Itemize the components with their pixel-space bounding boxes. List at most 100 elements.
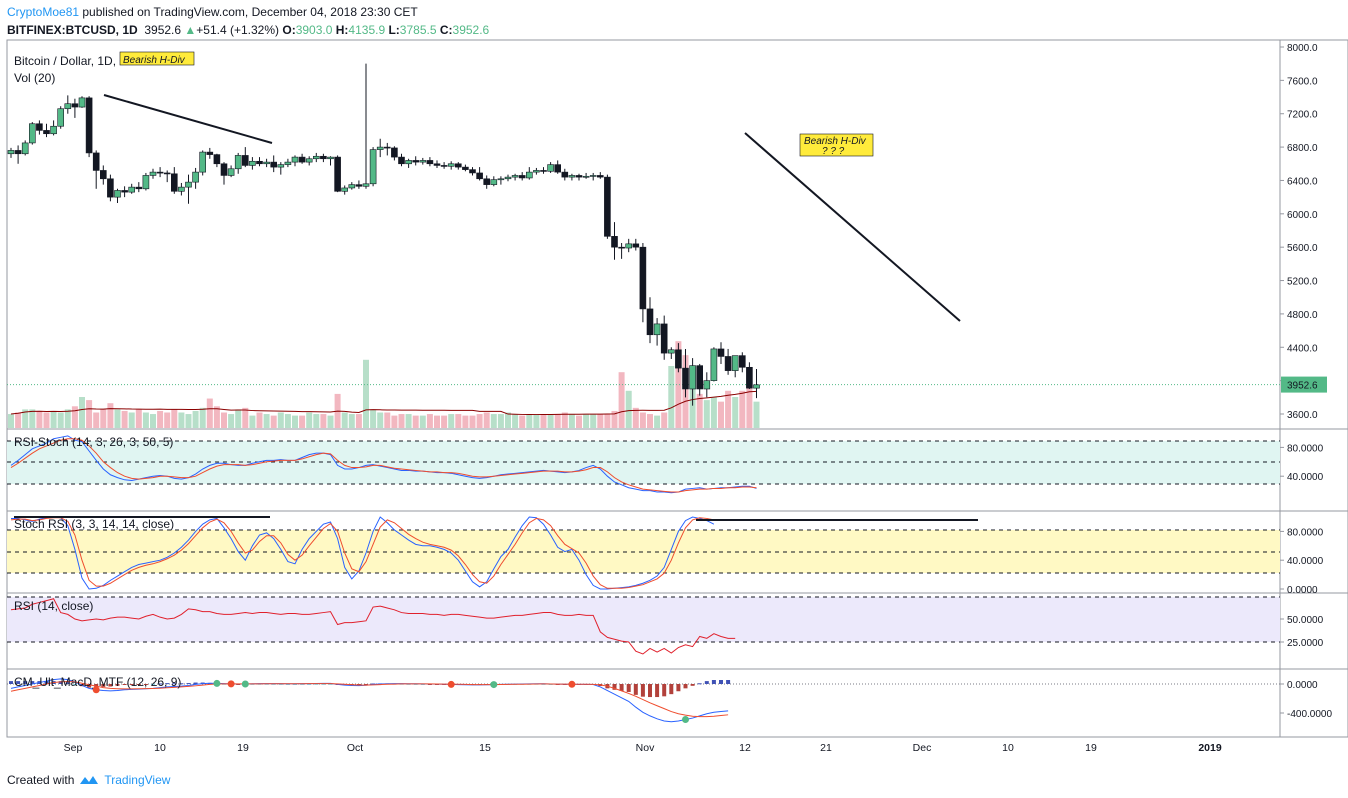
macd-cross-dot xyxy=(490,681,498,689)
x-tick-label: 2019 xyxy=(1198,742,1222,754)
candle-body xyxy=(256,160,263,165)
candle-body xyxy=(305,158,313,163)
candle-body xyxy=(107,178,114,198)
volume-bar xyxy=(263,414,270,428)
candle-body xyxy=(171,173,178,192)
tradingview-brand[interactable]: TradingView xyxy=(104,773,171,787)
price-tick-label: 3600.0 xyxy=(1287,410,1318,421)
volume-bar xyxy=(448,414,455,428)
volume-bar xyxy=(15,412,22,428)
candle-body xyxy=(675,349,682,369)
pane-tick-label: 40.0000 xyxy=(1287,472,1324,483)
candle-body xyxy=(78,97,86,108)
macd-histogram-bar xyxy=(122,684,127,685)
volume-bar xyxy=(590,414,597,428)
volume-bar xyxy=(370,409,377,428)
created-with-text: Created with xyxy=(7,773,75,787)
pane-tick-label: 80.0000 xyxy=(1287,443,1324,454)
macd-cross-dot xyxy=(447,680,455,688)
candle-body xyxy=(398,156,405,165)
macd-histogram-bar xyxy=(151,683,155,685)
candle-body xyxy=(703,380,711,390)
volume-bar xyxy=(292,415,298,428)
volume-bar xyxy=(710,397,717,428)
macd-histogram-bar xyxy=(236,684,241,685)
candle-body xyxy=(36,123,43,131)
candle-body xyxy=(128,186,135,193)
candle-body xyxy=(533,170,540,173)
publish-header: CryptoMoe81 published on TradingView.com… xyxy=(7,5,418,19)
candle-body xyxy=(483,178,491,185)
volume-ma-line xyxy=(10,390,757,416)
volume-bar xyxy=(128,412,135,428)
series-line xyxy=(10,438,757,493)
volume-bar xyxy=(604,414,611,428)
volume-bar xyxy=(405,414,412,428)
volume-bar xyxy=(192,410,199,428)
author-link[interactable]: CryptoMoe81 xyxy=(7,5,80,19)
pane-band xyxy=(7,530,1280,573)
series-line xyxy=(11,516,715,590)
candle-body xyxy=(100,170,107,180)
macd-cross-dot xyxy=(213,679,221,687)
candle-body xyxy=(525,171,533,179)
candle-body xyxy=(320,155,327,160)
price-tick-label: 4800.0 xyxy=(1287,310,1318,321)
pane-tick-label: 80.0000 xyxy=(1287,527,1324,538)
macd-histogram-bar xyxy=(115,684,120,686)
volume-bar xyxy=(270,415,277,428)
candle-body xyxy=(433,163,441,166)
candle-body xyxy=(511,175,519,178)
symbol-header: BITFINEX:BTCUSD, 1D 3952.6 ▲+51.4 (+1.32… xyxy=(7,23,489,37)
volume-bar xyxy=(632,407,639,428)
macd-histogram-bar xyxy=(640,684,645,697)
macd-histogram-bar xyxy=(726,680,731,684)
volume-bar xyxy=(29,409,36,428)
x-tick-label: 19 xyxy=(1085,742,1097,754)
candle-body xyxy=(227,168,235,176)
candle-body xyxy=(554,164,562,173)
last-price: 3952.6 xyxy=(144,23,182,37)
volume-bar xyxy=(363,359,369,428)
macd-histogram-bar xyxy=(129,684,134,685)
volume-bar xyxy=(71,406,78,428)
candle-body xyxy=(92,152,100,171)
volume-bar xyxy=(505,412,511,428)
x-tick-label: Sep xyxy=(64,742,83,754)
pane-title: RSI (14, close) xyxy=(14,599,93,613)
volume-bar xyxy=(639,412,646,428)
macd-histogram-bar xyxy=(193,682,198,684)
candle-body xyxy=(14,150,22,155)
candle-body xyxy=(391,147,398,158)
candle-body xyxy=(199,151,206,173)
candle-body xyxy=(653,323,661,336)
candle-body xyxy=(355,184,363,187)
candle-body xyxy=(156,171,164,174)
macd-histogram-bar xyxy=(72,684,77,685)
close-value: 3952.6 xyxy=(452,23,490,37)
volume-bar xyxy=(718,401,724,428)
macd-histogram-bar xyxy=(648,684,652,698)
price-tick-label: 5200.0 xyxy=(1287,277,1318,288)
macd-histogram-bar xyxy=(626,684,631,692)
macd-cross-dot xyxy=(682,716,689,724)
annotation-line-1: Bearish H-Div xyxy=(804,136,867,147)
macd-histogram-bar xyxy=(285,684,290,685)
candle-body xyxy=(28,123,36,144)
volume-bar xyxy=(171,409,178,428)
macd-histogram-bar xyxy=(364,684,368,685)
candle-body xyxy=(121,190,128,193)
volume-bar xyxy=(568,414,575,428)
volume-bar xyxy=(93,412,100,428)
volume-bar xyxy=(79,397,85,428)
volume-bar xyxy=(490,414,497,428)
tradingview-logo-icon xyxy=(80,776,99,784)
candle-body xyxy=(746,366,753,389)
volume-bar xyxy=(121,410,128,428)
volume-bar xyxy=(150,414,156,428)
candle-body xyxy=(21,142,29,155)
macd-histogram-bar xyxy=(704,681,709,684)
volume-bar xyxy=(114,409,121,428)
low-value: 3785.5 xyxy=(399,23,437,37)
